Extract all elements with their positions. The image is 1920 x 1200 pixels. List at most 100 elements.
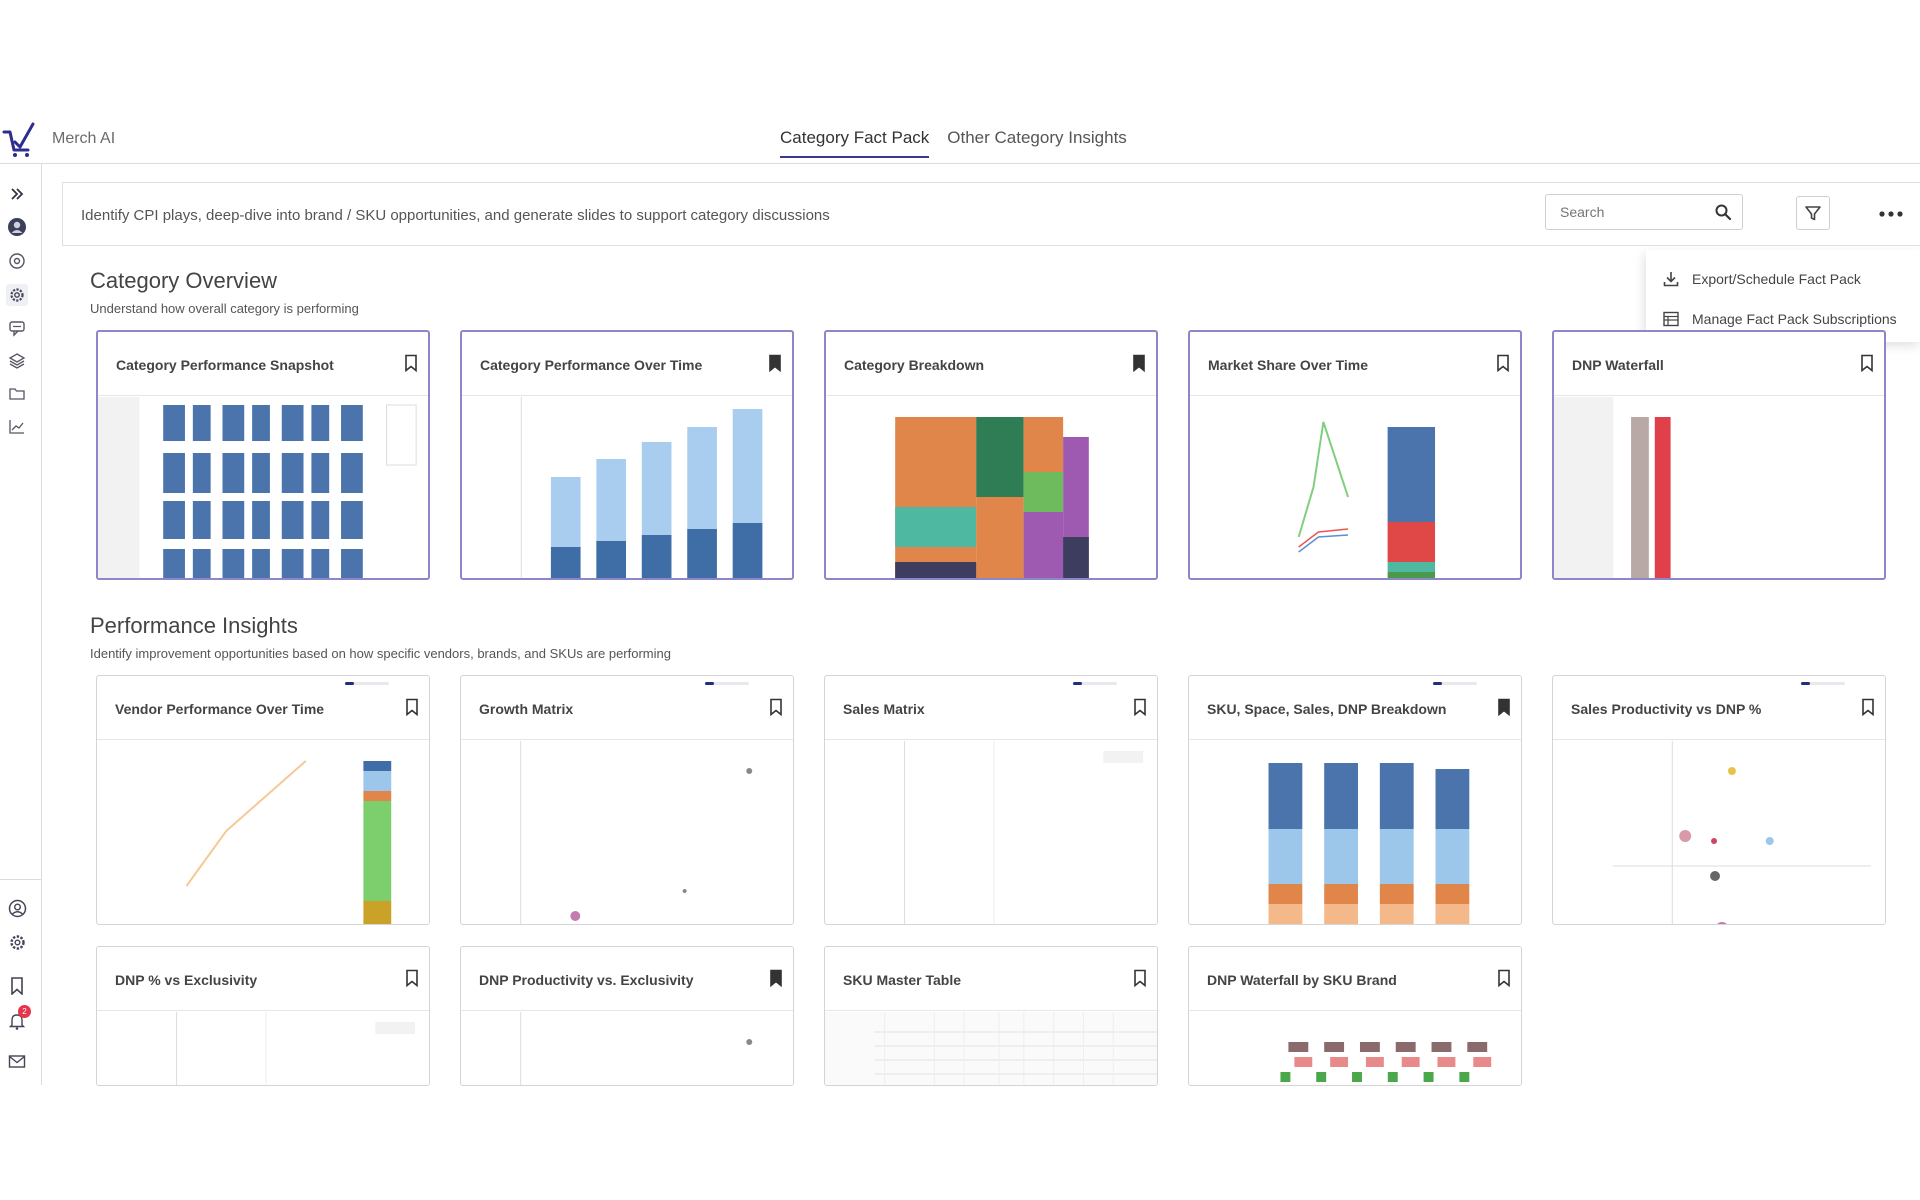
bookmark-icon[interactable] bbox=[1133, 698, 1147, 716]
progress-bar bbox=[1433, 682, 1477, 685]
bookmark-icon[interactable] bbox=[1497, 969, 1511, 987]
card-title: DNP Productivity vs. Exclusivity bbox=[479, 972, 694, 988]
card-market-share-over-time[interactable]: Market Share Over Time bbox=[1188, 330, 1522, 580]
card-category-performance-over-time[interactable]: Category Performance Over Time bbox=[460, 330, 794, 580]
section-title-category-overview: Category Overview bbox=[90, 268, 278, 293]
menu-item-label: Export/Schedule Fact Pack bbox=[1692, 271, 1861, 287]
bookmark-icon[interactable] bbox=[405, 698, 419, 716]
search-box bbox=[1545, 194, 1743, 230]
chart-thumbnail bbox=[825, 741, 1157, 924]
bookmark-icon[interactable] bbox=[405, 969, 419, 987]
card-title: DNP % vs Exclusivity bbox=[115, 972, 258, 988]
tab-category-fact-pack[interactable]: Category Fact Pack bbox=[780, 128, 930, 158]
card-title: DNP Waterfall by SKU Brand bbox=[1207, 972, 1397, 988]
gear-icon[interactable] bbox=[6, 284, 28, 306]
card-dnp-vs-exclusivity[interactable]: DNP % vs Exclusivity bbox=[96, 946, 430, 1086]
chart-thumbnail bbox=[97, 1012, 429, 1085]
section-subtitle: Identify improvement opportunities based… bbox=[90, 646, 671, 661]
menu-item-export-schedule[interactable]: Export/Schedule Fact Pack bbox=[1662, 270, 1861, 288]
card-title: Growth Matrix bbox=[479, 701, 574, 717]
bookmark-icon[interactable] bbox=[1861, 698, 1875, 716]
card-dnp-waterfall[interactable]: DNP Waterfall bbox=[1552, 330, 1886, 580]
bookmark-icon[interactable] bbox=[769, 969, 783, 987]
bookmark-icon[interactable] bbox=[404, 354, 418, 372]
card-title: Category Performance Over Time bbox=[480, 357, 703, 373]
layers-icon[interactable] bbox=[6, 350, 28, 372]
settings-icon[interactable] bbox=[6, 931, 28, 953]
card-title: SKU Master Table bbox=[843, 972, 961, 988]
target-icon[interactable] bbox=[6, 250, 28, 272]
card-header: Growth Matrix bbox=[461, 676, 793, 740]
folder-icon[interactable] bbox=[6, 383, 28, 405]
chart-thumbnail bbox=[1190, 397, 1520, 578]
avatar-icon[interactable] bbox=[6, 216, 28, 238]
card-title: Sales Productivity vs DNP % bbox=[1571, 701, 1762, 717]
card-sku-master-table[interactable]: SKU Master Table bbox=[824, 946, 1158, 1086]
card-sales-matrix[interactable]: Sales Matrix bbox=[824, 675, 1158, 925]
thumbnail-graphic bbox=[825, 1012, 1157, 1085]
thumbnail-graphic bbox=[904, 741, 1144, 924]
more-options-button[interactable] bbox=[1861, 183, 1920, 245]
cart-check-icon[interactable] bbox=[2, 118, 36, 158]
card-category-performance-snapshot[interactable]: Category Performance Snapshot bbox=[96, 330, 430, 580]
card-header: Sales Productivity vs DNP % bbox=[1553, 676, 1885, 740]
tab-bar: Category Fact Pack Other Category Insigh… bbox=[780, 128, 1127, 158]
bookmark-icon[interactable] bbox=[1132, 354, 1146, 372]
user-circle-icon[interactable] bbox=[6, 897, 28, 919]
card-vendor-performance-over-time[interactable]: Vendor Performance Over Time bbox=[96, 675, 430, 925]
section-subtitle: Understand how overall category is perfo… bbox=[90, 301, 359, 316]
description-banner: Identify CPI plays, deep-dive into brand… bbox=[62, 182, 1920, 246]
bell-icon[interactable]: 2 bbox=[6, 1005, 31, 1032]
banner-text: Identify CPI plays, deep-dive into brand… bbox=[81, 207, 830, 224]
card-header: Vendor Performance Over Time bbox=[97, 676, 429, 740]
chart-thumbnail bbox=[462, 397, 792, 578]
filter-icon bbox=[1805, 206, 1821, 221]
card-sales-productivity-vs-dnp[interactable]: Sales Productivity vs DNP % bbox=[1552, 675, 1886, 925]
chart-icon[interactable] bbox=[6, 416, 28, 438]
chat-icon[interactable] bbox=[6, 317, 28, 339]
card-title: Market Share Over Time bbox=[1208, 357, 1369, 373]
bookmark-icon[interactable] bbox=[1133, 969, 1147, 987]
chart-thumbnail bbox=[461, 1012, 793, 1085]
expand-icon[interactable] bbox=[6, 183, 28, 205]
chart-thumbnail bbox=[97, 741, 429, 924]
progress-fill bbox=[1433, 682, 1442, 685]
options-menu: Export/Schedule Fact Pack Manage Fact Pa… bbox=[1646, 250, 1920, 342]
progress-fill bbox=[1073, 682, 1082, 685]
filter-button[interactable] bbox=[1796, 196, 1830, 230]
card-header: DNP % vs Exclusivity bbox=[97, 947, 429, 1011]
search-icon[interactable] bbox=[1714, 203, 1732, 221]
card-category-breakdown[interactable]: Category Breakdown bbox=[824, 330, 1158, 580]
mail-icon[interactable] bbox=[6, 1051, 28, 1073]
menu-item-manage-subscriptions[interactable]: Manage Fact Pack Subscriptions bbox=[1662, 310, 1897, 328]
chart-thumbnail bbox=[98, 397, 428, 578]
chart-thumbnail bbox=[461, 741, 793, 924]
thumbnail-graphic bbox=[185, 760, 392, 924]
thumbnail-graphic bbox=[520, 397, 763, 578]
card-header: Market Share Over Time bbox=[1190, 332, 1520, 396]
sidebar: 2 bbox=[0, 164, 42, 1085]
section-title-performance-insights: Performance Insights bbox=[90, 613, 298, 638]
card-header: DNP Waterfall by SKU Brand bbox=[1189, 947, 1521, 1011]
chart-thumbnail bbox=[825, 1012, 1157, 1085]
card-sku-space-sales-dnp-breakdown[interactable]: SKU, Space, Sales, DNP Breakdown bbox=[1188, 675, 1522, 925]
tab-other-category-insights[interactable]: Other Category Insights bbox=[947, 128, 1127, 147]
thumbnail-graphic bbox=[895, 417, 1089, 578]
progress-bar bbox=[345, 682, 389, 685]
bookmark-icon[interactable] bbox=[769, 698, 783, 716]
bookmark-icon[interactable] bbox=[1496, 354, 1510, 372]
notification-badge: 2 bbox=[18, 1005, 31, 1018]
card-header: DNP Waterfall bbox=[1554, 332, 1884, 396]
bookmark-icon[interactable] bbox=[6, 975, 28, 997]
bookmark-icon[interactable] bbox=[768, 354, 782, 372]
card-header: SKU, Space, Sales, DNP Breakdown bbox=[1189, 676, 1521, 740]
card-dnp-productivity-vs-exclusivity[interactable]: DNP Productivity vs. Exclusivity bbox=[460, 946, 794, 1086]
bookmark-icon[interactable] bbox=[1497, 698, 1511, 716]
card-dnp-waterfall-by-sku-brand[interactable]: DNP Waterfall by SKU Brand bbox=[1188, 946, 1522, 1086]
search-input[interactable] bbox=[1546, 195, 1696, 229]
card-growth-matrix[interactable]: Growth Matrix bbox=[460, 675, 794, 925]
card-header: Category Breakdown bbox=[826, 332, 1156, 396]
chart-thumbnail bbox=[1189, 741, 1521, 924]
bookmark-icon[interactable] bbox=[1860, 354, 1874, 372]
card-header: Sales Matrix bbox=[825, 676, 1157, 740]
